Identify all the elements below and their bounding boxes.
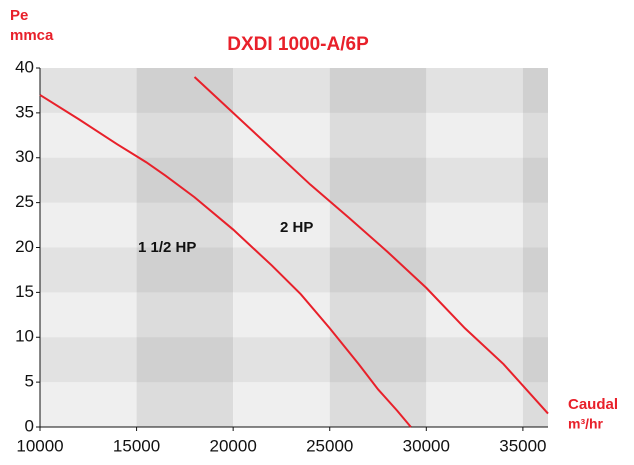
series-label: 1 1/2 HP (138, 239, 196, 256)
x-tick-label: 25000 (306, 436, 353, 455)
y-axis-label: mmca (10, 27, 54, 44)
grid-band (40, 68, 137, 427)
y-tick-label: 40 (15, 57, 34, 76)
y-tick-label: 25 (15, 192, 34, 211)
y-tick-label: 15 (15, 282, 34, 301)
grid-band (522, 68, 548, 427)
y-tick-label: 5 (25, 372, 34, 391)
x-tick-label: 15000 (113, 436, 160, 455)
x-tick-label: 30000 (403, 436, 450, 455)
grid-band (40, 247, 548, 293)
series-label: 2 HP (280, 219, 313, 236)
y-tick-label: 20 (15, 237, 34, 256)
x-tick-label: 10000 (16, 436, 63, 455)
x-tick-label: 20000 (210, 436, 257, 455)
grid-band (40, 157, 548, 203)
y-tick-label: 35 (15, 102, 34, 121)
chart-title: DXDI 1000-A/6P (227, 34, 369, 55)
x-tick-label: 35000 (499, 436, 546, 455)
y-tick-label: 30 (15, 147, 34, 166)
y-tick-label: 0 (25, 416, 34, 435)
y-axis-label: Pe (10, 7, 28, 24)
x-axis-label: m³/hr (568, 416, 604, 432)
grid-band (40, 337, 548, 383)
x-axis-label: Caudal (568, 396, 618, 413)
curve (39, 94, 412, 428)
curve (193, 76, 549, 415)
grid-band (136, 68, 234, 427)
grid-band (40, 68, 548, 113)
y-tick-label: 10 (15, 327, 34, 346)
grid-band (329, 68, 427, 427)
